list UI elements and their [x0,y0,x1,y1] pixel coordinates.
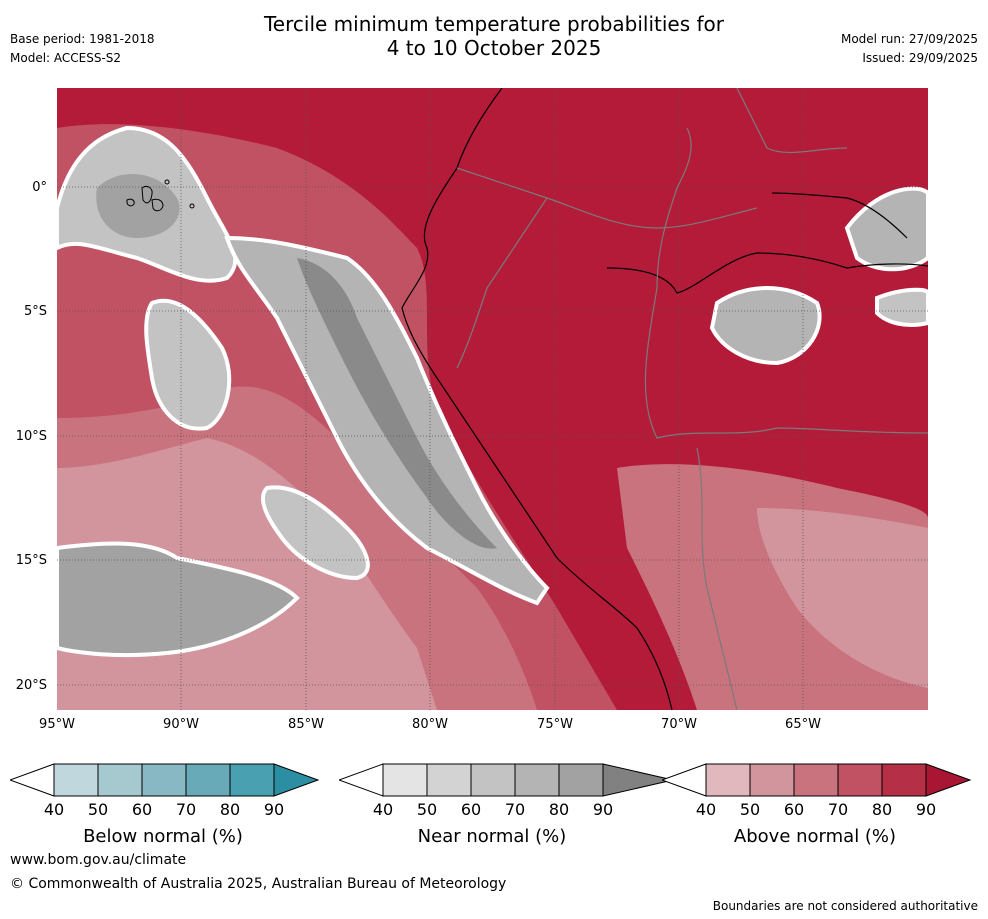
above-tick-80: 80 [871,800,893,819]
colorbar-segment [426,763,472,797]
above-tick-40: 40 [695,800,717,819]
lon-label-75w: 75°W [537,717,573,732]
near-cb-segments [382,763,604,797]
near-normal-northeast [844,186,928,272]
above-normal-label: Above normal (%) [733,826,897,847]
model-name: Model: ACCESS-S2 [10,51,122,65]
map-title: Tercile minimum temperature probabilitie… [0,12,988,60]
near-normal-east-edge [875,287,928,327]
near-normal-label: Near normal (%) [417,826,567,847]
lat-label-20s: 20°S [15,678,47,693]
above-normal-colorbar [662,763,972,797]
lon-label-85w: 85°W [288,717,324,732]
land-above-lighter-south [757,508,928,688]
near-normal-south-blob [57,541,300,658]
country-boundaries [456,88,928,710]
below-tick-60: 60 [131,800,153,819]
below-tick-80: 80 [219,800,241,819]
lat-label-15s: 15°S [15,553,47,568]
above-cb-max-cap [925,763,972,797]
near-normal-mid-blob [261,485,370,581]
colorbar-segment [558,763,604,797]
near-cb-min-cap [339,763,384,797]
below-tick-90: 90 [263,800,285,819]
near-tick-90: 90 [592,800,614,819]
near-tick-70: 70 [504,800,526,819]
colorbar-segment [881,763,927,797]
near-normal-galapagos-core [96,174,180,238]
north-river [771,192,908,239]
near-cb-max-cap [602,763,674,797]
below-tick-70: 70 [175,800,197,819]
near-tick-60: 60 [460,800,482,819]
base-period: Base period: 1981-2018 [10,32,155,46]
website-link[interactable]: www.bom.gov.au/climate [10,852,187,868]
colorbar-segment [749,763,795,797]
above-cb-segments [705,763,927,797]
below-normal-label: Below normal (%) [83,826,243,847]
issued-date: Issued: 29/09/2025 [862,51,978,65]
colorbar-segment [382,763,428,797]
near-tick-40: 40 [372,800,394,819]
above-tick-90: 90 [915,800,937,819]
near-tick-50: 50 [416,800,438,819]
model-run: Model run: 27/09/2025 [840,32,978,46]
lon-label-70w: 70°W [661,717,697,732]
colorbar-segment [229,763,275,797]
boundary-disclaimer: Boundaries are not considered authoritat… [712,899,978,913]
lon-label-65w: 65°W [785,717,821,732]
above-tick-60: 60 [783,800,805,819]
graticule [57,88,928,710]
colorbar-segment [185,763,231,797]
above-tick-70: 70 [827,800,849,819]
probability-map [57,88,928,710]
lat-label-5s: 5°S [23,304,47,319]
above-cb-min-cap [662,763,707,797]
colorbar-segment [837,763,883,797]
title-line-2: 4 to 10 October 2025 [386,36,602,60]
colorbar-segment [470,763,516,797]
below-normal-colorbar [10,763,320,797]
colorbar-segment [514,763,560,797]
below-cb-min-cap [10,763,55,797]
amazon-river [606,252,928,294]
below-cb-segments [53,763,275,797]
above-tick-50: 50 [739,800,761,819]
lat-label-10s: 10°S [15,429,47,444]
colorbar-segment [705,763,751,797]
near-normal-amazon-east [709,286,822,366]
below-tick-40: 40 [43,800,65,819]
south-america-coastline [401,88,673,710]
lon-label-80w: 80°W [412,717,448,732]
colorbar-segment [97,763,143,797]
lon-label-90w: 90°W [163,717,199,732]
colorbar-segment [141,763,187,797]
below-cb-max-cap [273,763,320,797]
lon-label-95w: 95°W [39,717,75,732]
below-tick-50: 50 [87,800,109,819]
lat-label-0: 0° [32,180,47,195]
near-normal-ocean-core [297,258,497,549]
copyright-notice: © Commonwealth of Australia 2025, Austra… [10,876,507,892]
near-normal-offshore-blob [144,298,232,431]
galapagos-islands [126,179,195,212]
near-tick-80: 80 [548,800,570,819]
title-line-1: Tercile minimum temperature probabilitie… [263,12,725,36]
colorbar-segment [793,763,839,797]
colorbar-segment [53,763,99,797]
near-normal-colorbar [339,763,674,797]
